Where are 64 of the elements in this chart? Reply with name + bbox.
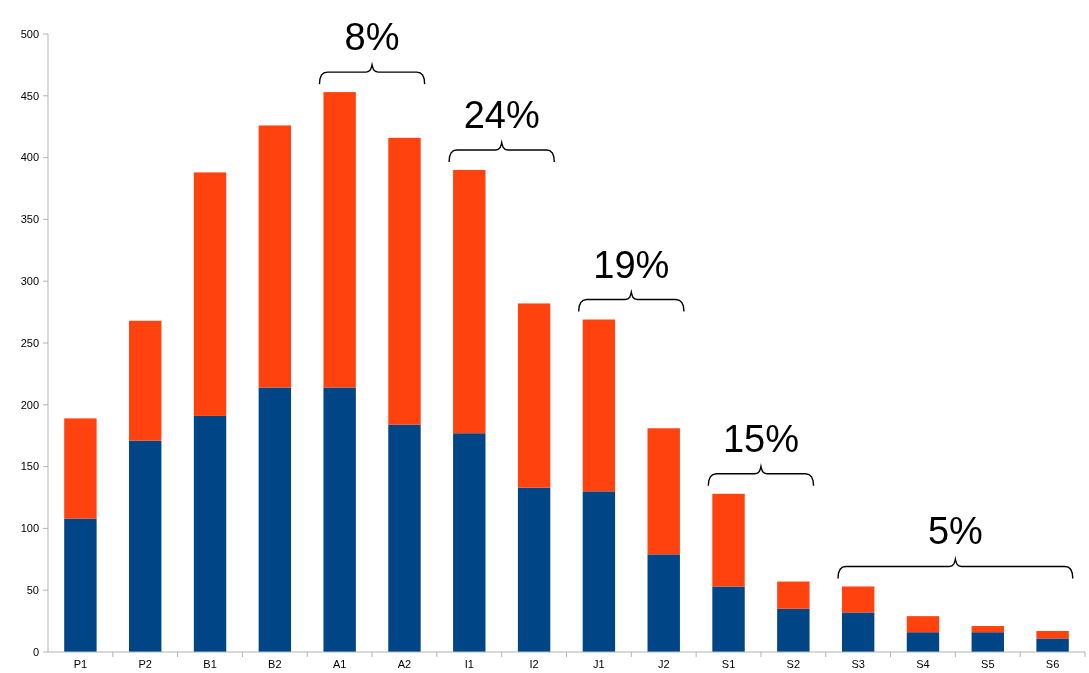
bar xyxy=(1036,630,1069,639)
bar xyxy=(906,616,940,633)
x-tick-label: A2 xyxy=(397,658,412,670)
y-tick-label: 350 xyxy=(20,213,39,226)
x-tick-label: S1 xyxy=(721,658,736,670)
x-tick-label: S4 xyxy=(916,658,930,670)
y-tick-label: 250 xyxy=(20,336,39,349)
x-tick-label: A1 xyxy=(332,658,347,670)
bar xyxy=(712,493,745,587)
bar xyxy=(193,415,227,652)
x-tick-label: P2 xyxy=(138,658,152,670)
annotation: 8% xyxy=(344,16,400,59)
bar xyxy=(712,586,745,652)
bar xyxy=(388,424,421,652)
x-tick-label: I1 xyxy=(464,658,474,670)
y-tick-label: 400 xyxy=(20,151,39,164)
x-tick-label: J2 xyxy=(657,658,670,670)
bar xyxy=(258,125,292,388)
bar xyxy=(971,626,1004,633)
bar xyxy=(64,418,97,519)
bar xyxy=(388,137,421,425)
x-tick-label: B2 xyxy=(268,658,282,670)
y-tick-label: 300 xyxy=(20,275,39,288)
annotation: 5% xyxy=(927,510,983,553)
bar xyxy=(129,320,162,441)
y-tick-label: 0 xyxy=(32,645,39,658)
y-tick-label: 150 xyxy=(20,460,39,473)
bar xyxy=(647,428,680,555)
bar xyxy=(582,319,616,492)
bar xyxy=(323,387,356,652)
x-tick-label: S2 xyxy=(786,658,801,670)
y-tick-label: 50 xyxy=(26,584,39,597)
x-tick-label: B1 xyxy=(203,658,217,670)
bar xyxy=(971,632,1004,652)
x-tick-label: J1 xyxy=(593,658,605,670)
annotation: 24% xyxy=(463,93,540,136)
x-tick-label: I2 xyxy=(529,658,539,670)
bar xyxy=(453,433,486,652)
bar xyxy=(517,303,551,488)
y-tick-label: 500 xyxy=(20,27,39,40)
annotation: 15% xyxy=(722,417,799,460)
bar xyxy=(777,581,810,609)
bar xyxy=(258,387,292,652)
bar xyxy=(323,92,356,388)
y-tick-label: 200 xyxy=(20,398,39,411)
y-tick-label: 100 xyxy=(20,522,39,535)
y-tick-label: 450 xyxy=(20,89,39,102)
bar xyxy=(647,554,680,652)
bar xyxy=(129,440,162,652)
bar xyxy=(1036,638,1069,652)
bar xyxy=(841,612,875,652)
x-tick-label: S6 xyxy=(1045,658,1060,670)
annotation: 19% xyxy=(593,243,670,286)
bar xyxy=(582,491,616,652)
bar xyxy=(64,518,97,652)
bar xyxy=(453,169,486,434)
x-tick-label: S5 xyxy=(981,658,995,670)
bar xyxy=(906,632,940,652)
bar xyxy=(517,487,551,652)
bar xyxy=(777,608,810,652)
bar xyxy=(193,172,227,416)
x-tick-label: S3 xyxy=(851,658,865,670)
x-tick-label: P1 xyxy=(73,658,88,670)
bar xyxy=(841,586,875,613)
